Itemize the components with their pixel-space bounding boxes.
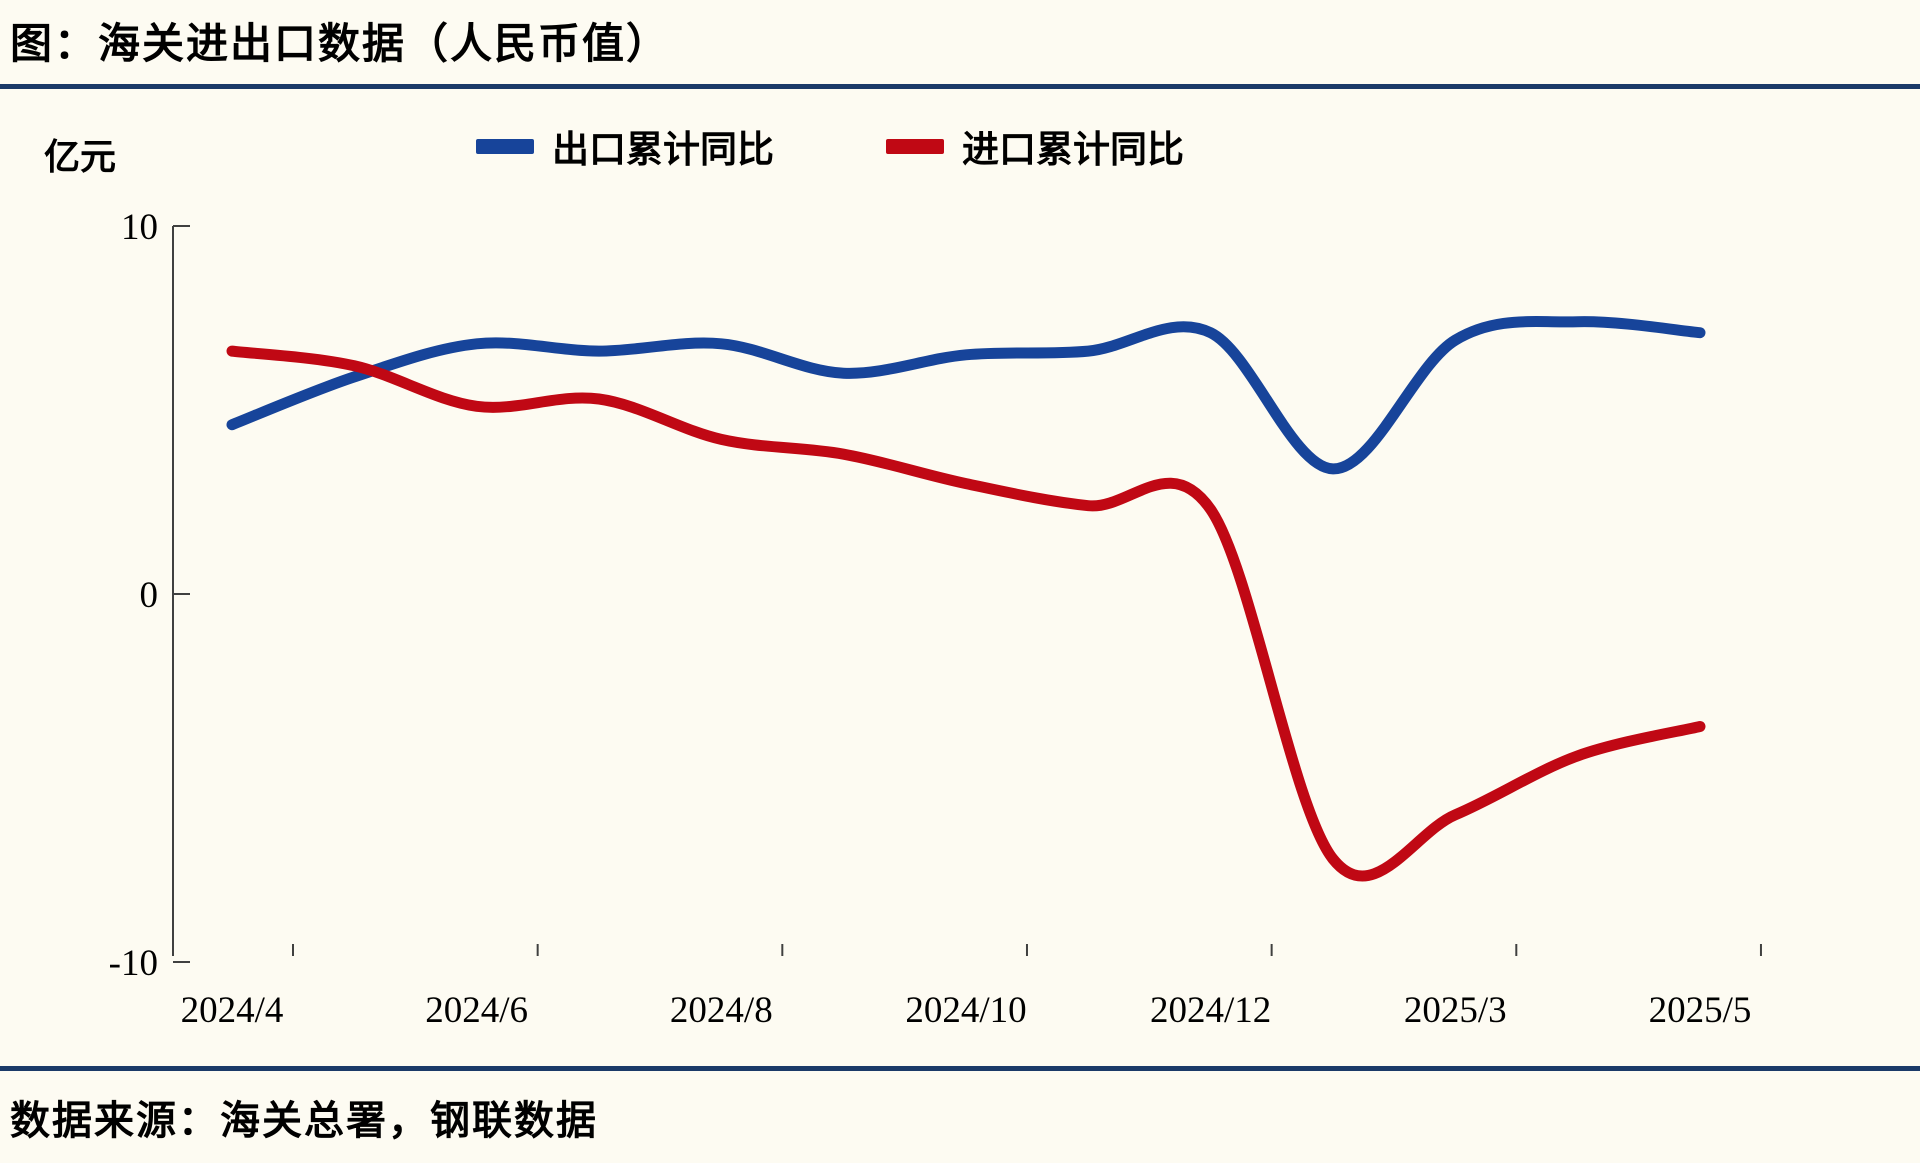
x-axis-tick-label: 2024/8 xyxy=(670,990,773,1031)
x-axis-tick-label: 2024/10 xyxy=(905,990,1026,1031)
footer-divider xyxy=(0,1066,1920,1071)
x-axis-tick-label: 2024/6 xyxy=(425,990,528,1031)
y-axis-tick-label: 10 xyxy=(121,207,158,248)
legend: 出口累计同比 进口累计同比 xyxy=(0,119,1660,173)
legend-item-export: 出口累计同比 xyxy=(476,119,774,173)
y-axis-tick-label: 0 xyxy=(140,575,159,616)
title-divider xyxy=(0,84,1920,89)
data-source-note: 数据来源：海关总署，钢联数据 xyxy=(10,1098,598,1143)
export-series-swatch xyxy=(476,138,534,154)
chart-title: 图：海关进出口数据（人民币值） xyxy=(10,22,671,68)
import-series-line xyxy=(226,345,1706,882)
legend-label-import: 进口累计同比 xyxy=(962,130,1184,171)
legend-item-import: 进口累计同比 xyxy=(886,119,1184,173)
y-axis-tick-label: -10 xyxy=(109,943,158,984)
x-axis-tick-label: 2025/5 xyxy=(1649,990,1752,1031)
x-axis-tick-label: 2024/12 xyxy=(1150,990,1271,1031)
export-series-line xyxy=(226,316,1706,475)
x-axis-tick-label: 2025/3 xyxy=(1404,990,1507,1031)
x-axis-tick-label: 2024/4 xyxy=(181,990,284,1031)
legend-label-export: 出口累计同比 xyxy=(552,130,774,171)
import-series-swatch xyxy=(886,138,944,154)
y-axis-unit-label: 亿元 xyxy=(44,137,117,177)
